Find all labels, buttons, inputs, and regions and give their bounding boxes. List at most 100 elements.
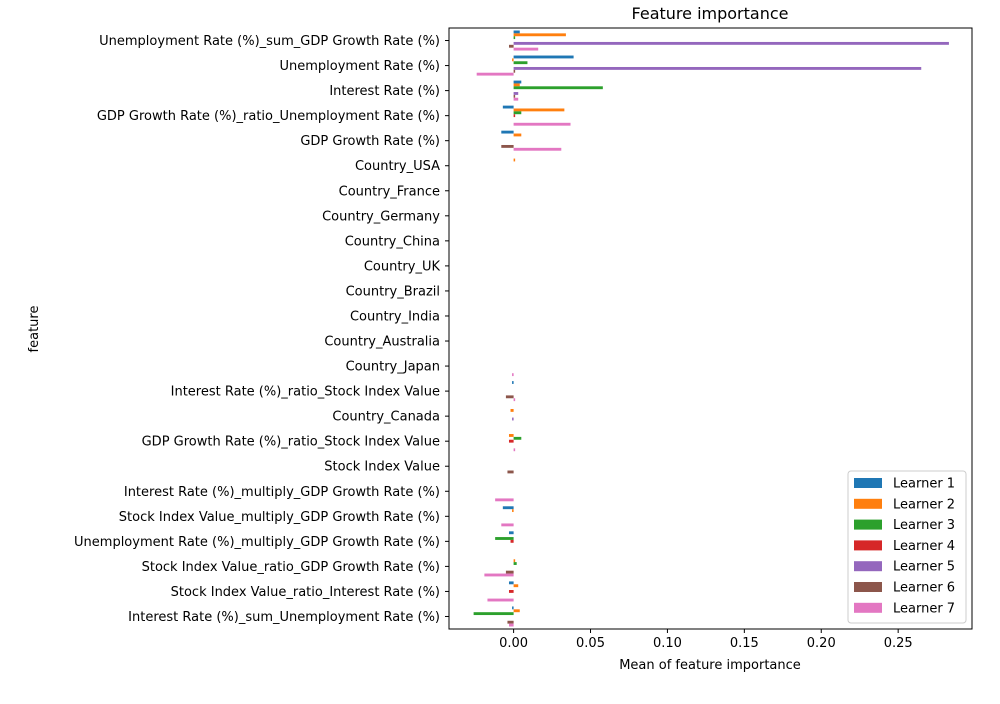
bar-learner-2-row-2 (512, 58, 514, 62)
bar-learner-1-row-23 (508, 581, 514, 585)
bar-learner-7-row-19 (495, 498, 514, 502)
y-tick-label: Country_USA (355, 159, 440, 174)
x-tick-label: 0.20 (807, 636, 836, 651)
bar-learner-7-row-17 (513, 448, 516, 452)
bar-learner-7-row-1 (513, 47, 539, 51)
y-tick-label: Country_Brazil (346, 284, 440, 299)
x-tick-label: 0.15 (730, 636, 759, 651)
y-tick-label: Unemployment Rate (%)_sum_GDP Growth Rat… (99, 34, 440, 49)
y-tick-label: Unemployment Rate (%)_multiply_GDP Growt… (74, 535, 440, 550)
y-tick-label: Unemployment Rate (%) (280, 59, 441, 74)
y-tick-label: Stock Index Value (324, 460, 440, 475)
bar-learner-3-row-17 (513, 436, 522, 440)
bar-learner-6-row-1 (508, 44, 514, 48)
legend-swatch (854, 498, 882, 509)
y-tick-label: Interest Rate (%) (329, 84, 440, 99)
bar-learner-4-row-21 (510, 539, 514, 543)
bar-learner-2-row-3 (513, 83, 520, 87)
y-tick-label: Country_Canada (332, 410, 440, 425)
bar-learner-1-row-21 (508, 531, 514, 535)
legend-swatch (854, 561, 882, 572)
legend-label: Learner 3 (893, 518, 955, 533)
y-tick-label: Stock Index Value_ratio_Interest Rate (%… (171, 585, 440, 600)
bar-learner-2-row-22 (513, 559, 516, 563)
legend-label: Learner 5 (893, 560, 955, 575)
bar-learner-2-row-4 (513, 108, 565, 112)
bar-learner-5-row-1 (513, 41, 949, 45)
bar-learner-7-row-24 (508, 623, 514, 627)
y-tick-label: Country_Japan (346, 360, 440, 375)
bar-learner-7-row-22 (484, 573, 514, 577)
y-tick-label: GDP Growth Rate (%)_ratio_Unemployment R… (97, 109, 440, 124)
legend-label: Learner 6 (893, 581, 955, 596)
y-tick-label: Interest Rate (%)_multiply_GDP Growth Ra… (124, 485, 440, 500)
bar-learner-2-row-20 (512, 509, 514, 513)
bar-learner-6-row-15 (505, 395, 514, 399)
x-axis-title: Mean of feature importance (619, 658, 801, 673)
y-tick-label: Stock Index Value_ratio_GDP Growth Rate … (142, 560, 440, 575)
y-tick-label: Interest Rate (%)_sum_Unemployment Rate … (128, 610, 440, 625)
bar-learner-2-row-16 (510, 408, 514, 412)
bar-learner-4-row-17 (508, 439, 514, 443)
y-tick-label: Country_Germany (322, 209, 440, 224)
bar-learner-7-row-2 (476, 72, 514, 76)
chart-title: Feature importance (632, 4, 789, 23)
bar-learner-4-row-4 (513, 114, 516, 118)
y-tick-label: Stock Index Value_multiply_GDP Growth Ra… (119, 510, 440, 525)
x-tick-label: 0.25 (884, 636, 913, 651)
bar-learner-1-row-1 (513, 30, 520, 34)
bar-learner-3-row-4 (513, 111, 522, 115)
bar-learner-7-row-15 (513, 398, 516, 402)
bar-learner-6-row-22 (505, 570, 514, 574)
bar-learner-7-row-4 (513, 122, 571, 126)
legend-label: Learner 1 (893, 477, 955, 492)
bar-learner-3-row-1 (513, 36, 516, 40)
legend: Learner 1 Learner 2 Learner 3 Learner 4 Lear… (847, 470, 967, 624)
x-tick-label: 0.05 (576, 636, 605, 651)
bar-learner-2-row-17 (508, 434, 514, 437)
bar-learner-7-row-3 (513, 97, 519, 101)
legend-swatch (854, 602, 882, 613)
legend-swatch (854, 582, 882, 592)
y-tick-label: Country_UK (364, 259, 441, 274)
bar-learner-6-row-24 (507, 620, 514, 624)
bar-learner-3-row-2 (513, 61, 528, 65)
legend-label: Learner 7 (893, 601, 955, 616)
bar-learner-1-row-24 (512, 606, 514, 610)
bar-learner-5-row-16 (512, 417, 514, 421)
bar-learner-3-row-22 (513, 562, 517, 565)
bar-learner-1-row-5 (501, 130, 514, 134)
bar-learner-2-row-1 (513, 33, 566, 37)
bar-learner-7-row-5 (513, 147, 562, 151)
bar-learner-2-row-24 (513, 609, 520, 613)
bars-group (473, 30, 949, 627)
legend-label: Learner 2 (893, 497, 955, 512)
y-tick-label: Country_Australia (324, 335, 440, 350)
y-tick-label: GDP Growth Rate (%) (300, 134, 440, 149)
bar-learner-1-row-2 (513, 55, 574, 59)
bar-learner-1-row-15 (512, 381, 514, 384)
bar-learner-6-row-18 (507, 470, 514, 474)
y-tick-label: GDP Growth Rate (%)_ratio_Stock Index Va… (142, 435, 440, 450)
y-axis-title: feature (27, 306, 42, 353)
bar-learner-2-row-5 (513, 133, 522, 137)
bar-learner-1-row-3 (513, 80, 522, 84)
plot-frame (448, 27, 973, 630)
legend-swatch (854, 478, 882, 488)
bar-learner-3-row-24 (473, 612, 514, 616)
bar-learner-6-row-2 (513, 69, 516, 73)
y-axis-ticks: Unemployment Rate (%)_sum_GDP Growth Rat… (74, 34, 449, 625)
bar-learner-2-row-23 (513, 584, 519, 588)
y-tick-label: Country_France (339, 184, 440, 199)
bar-learner-1-row-4 (502, 105, 514, 109)
bar-learner-3-row-3 (513, 86, 603, 90)
bar-learner-4-row-23 (508, 590, 514, 593)
legend-label: Learner 4 (893, 539, 955, 554)
y-tick-label: Country_India (350, 309, 440, 324)
y-tick-label: Interest Rate (%)_ratio_Stock Index Valu… (171, 385, 440, 400)
bar-learner-6-row-5 (501, 144, 514, 148)
bar-learner-3-row-21 (495, 537, 514, 540)
bar-learner-5-row-2 (513, 66, 922, 70)
bar-learner-6-row-3 (513, 94, 516, 98)
